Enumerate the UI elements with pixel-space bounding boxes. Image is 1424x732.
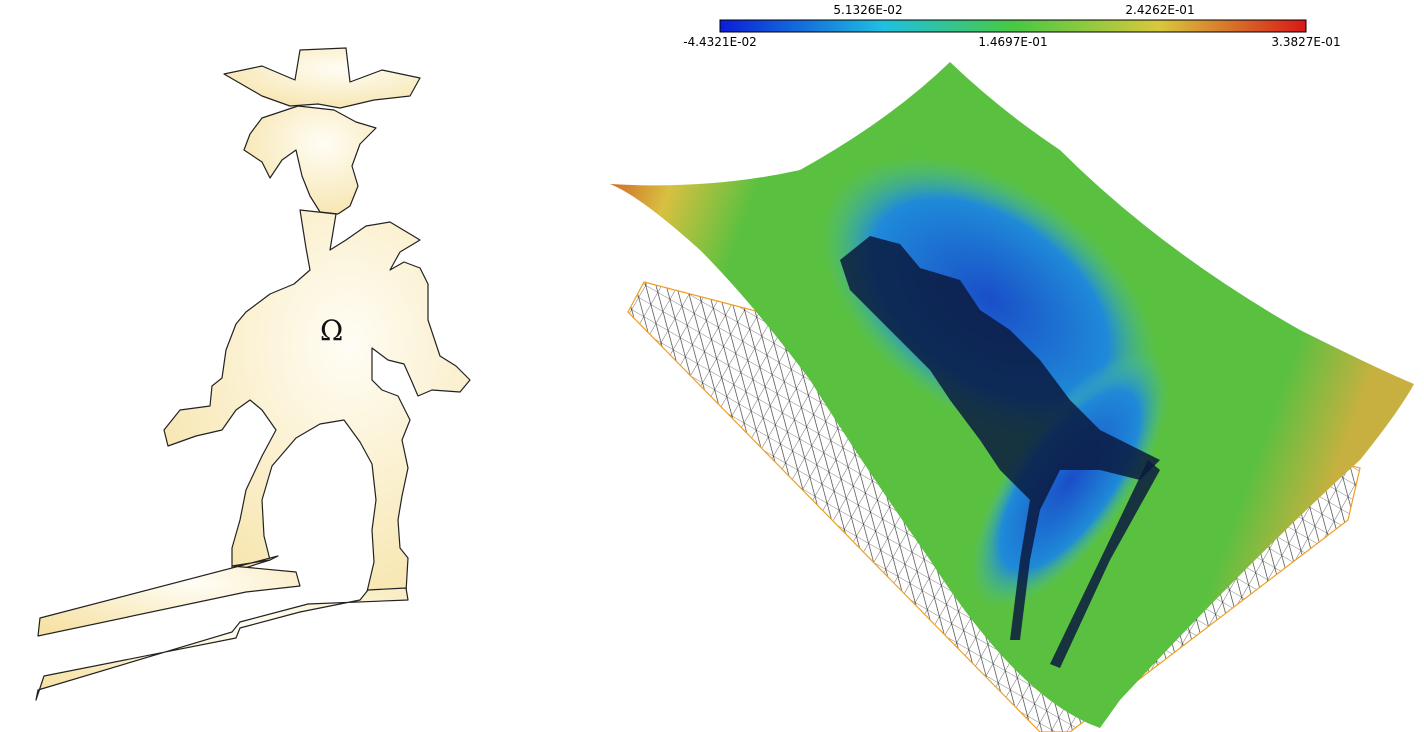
domain-svg: Ω [35,47,471,701]
colorbar-tick-label-bottom-2: 1.4697E-01 [978,35,1047,49]
colorbar-gradient [719,19,1307,33]
colorbar: 5.1326E-02 2.4262E-01 -4.4321E-02 1.4697… [683,3,1340,49]
colorbar-tick-label-bottom-1: -4.4321E-02 [683,35,757,49]
solution-surface [610,62,1414,728]
colorbar-tick-label-top-2: 2.4262E-01 [1125,3,1194,17]
colorbar-tick-label-bottom-3: 3.3827E-01 [1271,35,1340,49]
omega-label: Ω [320,314,343,347]
colorbar-tick-label-top-1: 5.1326E-02 [833,3,902,17]
meshed-silhouette [840,236,1160,640]
domain-figure: Ω [0,0,600,732]
surface-figure: 5.1326E-02 2.4262E-01 -4.4321E-02 1.4697… [600,0,1424,732]
domain-shape [35,47,471,701]
surface-svg: 5.1326E-02 2.4262E-01 -4.4321E-02 1.4697… [610,3,1414,732]
